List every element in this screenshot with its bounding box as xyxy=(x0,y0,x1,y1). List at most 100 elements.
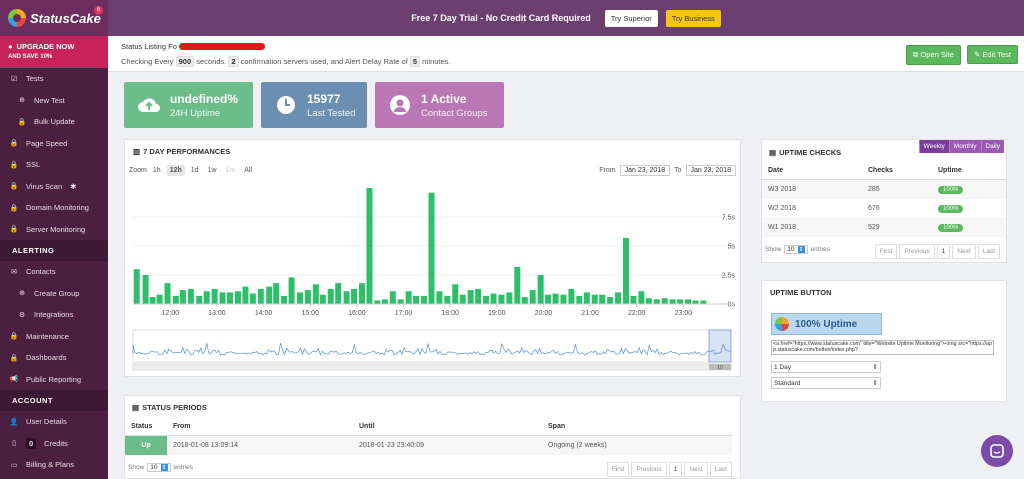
try-superior-button[interactable]: Try Superior xyxy=(604,9,658,27)
from-date-input[interactable]: Jan 23, 2018 xyxy=(619,165,671,176)
page-1-button[interactable]: 1 xyxy=(936,244,951,259)
chart-bar[interactable] xyxy=(552,293,559,304)
page-1-button[interactable]: 1 xyxy=(668,462,683,477)
chart-bar[interactable] xyxy=(467,290,474,304)
chart-bar[interactable] xyxy=(359,283,366,304)
sidebar-item-dashboards[interactable]: 🔒 Dashboards xyxy=(0,347,108,369)
chart-bar[interactable] xyxy=(312,284,319,304)
chart-bar[interactable] xyxy=(242,286,249,304)
zoom-All-button[interactable]: All xyxy=(244,167,253,174)
col-from[interactable]: From xyxy=(167,418,353,436)
chart-bar[interactable] xyxy=(436,291,443,304)
navigator-selection[interactable] xyxy=(708,329,732,363)
chart-bar[interactable] xyxy=(521,297,528,304)
chart-bar[interactable] xyxy=(428,192,435,304)
zoom-12h-button[interactable]: 12h xyxy=(166,165,185,176)
sidebar-item-new-test[interactable]: ⊕ New Test xyxy=(0,90,108,112)
chart-bar[interactable] xyxy=(459,294,466,304)
navigator-scrollbar[interactable] xyxy=(132,363,732,371)
sidebar-item-virus-scan[interactable]: 🔒 Virus Scan ✱ xyxy=(0,176,108,198)
chart-bar[interactable] xyxy=(514,266,521,304)
sidebar-item-credits[interactable]: ▯ 0 Credits xyxy=(0,433,108,455)
chart-bar[interactable] xyxy=(249,293,256,304)
chart-bar[interactable] xyxy=(669,299,676,304)
chart-bar[interactable] xyxy=(661,298,668,304)
chart-bar[interactable] xyxy=(700,300,707,304)
edit-test-button[interactable]: ✎ Edit Test xyxy=(967,45,1019,64)
notification-badge[interactable]: 6 xyxy=(94,6,103,15)
chart-bar[interactable] xyxy=(149,297,156,304)
sidebar-item-server-monitoring[interactable]: 🔒 Server Monitoring xyxy=(0,219,108,241)
col-date[interactable]: Date xyxy=(762,162,862,180)
chart-bar[interactable] xyxy=(421,295,428,304)
chart-bar[interactable] xyxy=(645,298,652,304)
chart-bar[interactable] xyxy=(366,188,373,304)
chart-bar[interactable] xyxy=(615,292,622,304)
chart-bar[interactable] xyxy=(304,290,311,304)
sidebar-item-public-reporting[interactable]: 📢 Public Reporting xyxy=(0,369,108,391)
chart-bar[interactable] xyxy=(475,288,482,304)
page-next-button[interactable]: Next xyxy=(952,244,976,259)
chart-bar[interactable] xyxy=(599,294,606,304)
page-next-button[interactable]: Next xyxy=(684,462,708,477)
chart-bar[interactable] xyxy=(227,292,234,304)
page-last-button[interactable]: Last xyxy=(977,244,1000,259)
chart-bar[interactable] xyxy=(413,295,420,304)
open-site-button[interactable]: ⧉ Open Site xyxy=(906,45,961,65)
chart-bar[interactable] xyxy=(397,299,404,304)
chart-bar[interactable] xyxy=(529,290,536,304)
col-status[interactable]: Status xyxy=(125,418,167,436)
navigator-scroll-thumb[interactable] xyxy=(709,364,731,370)
chart-bar[interactable] xyxy=(335,283,342,304)
chart-bar[interactable] xyxy=(685,299,692,304)
chart-bar[interactable] xyxy=(560,294,567,304)
zoom-1h-button[interactable]: 1h xyxy=(152,167,161,174)
sp-page-size-select[interactable]: 10 ⇕ xyxy=(147,463,171,472)
chart-bar[interactable] xyxy=(327,288,334,304)
page-first-button[interactable]: First xyxy=(606,462,630,477)
sidebar-item-maintenance[interactable]: 🔒 Maintenance xyxy=(0,326,108,348)
chart-bar[interactable] xyxy=(692,300,699,304)
tab-monthly[interactable]: Monthly xyxy=(948,140,981,153)
chart-bar[interactable] xyxy=(179,290,186,304)
chart-bar[interactable] xyxy=(653,299,660,304)
chart-bar[interactable] xyxy=(257,288,264,304)
sidebar-item-ssl[interactable]: 🔒 SSL xyxy=(0,154,108,176)
chart-bar[interactable] xyxy=(607,297,614,304)
chart-bar[interactable] xyxy=(622,237,629,304)
chart-bar[interactable] xyxy=(351,288,358,304)
sidebar-item-create-group[interactable]: ⊕ Create Group xyxy=(0,283,108,305)
col-uptime[interactable]: Uptime xyxy=(932,162,1006,180)
sidebar-item-page-speed[interactable]: 🔒 Page Speed xyxy=(0,133,108,155)
chart-bar[interactable] xyxy=(219,292,226,304)
chart-bar[interactable] xyxy=(203,291,210,304)
chart-bar[interactable] xyxy=(537,275,544,304)
tab-weekly[interactable]: Weekly xyxy=(918,140,949,153)
chart-bar[interactable] xyxy=(483,295,490,304)
chart-bar[interactable] xyxy=(196,295,203,304)
page-previous-button[interactable]: Previous xyxy=(631,462,667,477)
embed-code-textarea[interactable]: <a href="https://www.statuscake.com" tit… xyxy=(771,340,994,355)
chart-bar[interactable] xyxy=(498,294,505,304)
sidebar-item-user-details[interactable]: 👤 User Details xyxy=(0,411,108,433)
chart-bar[interactable] xyxy=(583,292,590,304)
chart-bar[interactable] xyxy=(319,294,326,304)
chart-bar[interactable] xyxy=(405,291,412,304)
chart-bar[interactable] xyxy=(156,294,163,304)
page-last-button[interactable]: Last xyxy=(709,462,732,477)
chart-bar[interactable] xyxy=(288,277,295,304)
chart-bar[interactable] xyxy=(630,295,637,304)
chart-bar[interactable] xyxy=(273,283,280,304)
chart-bar[interactable] xyxy=(187,288,194,304)
chart-bar[interactable] xyxy=(296,292,303,304)
chat-launcher-button[interactable] xyxy=(981,435,1013,467)
page-previous-button[interactable]: Previous xyxy=(899,244,935,259)
chart-bar[interactable] xyxy=(281,295,288,304)
try-business-button[interactable]: Try Business xyxy=(665,9,721,27)
chart-bar[interactable] xyxy=(638,291,645,304)
sidebar-item-contacts[interactable]: ✉ Contacts xyxy=(0,261,108,283)
chart-bar[interactable] xyxy=(591,294,598,304)
to-date-input[interactable]: Jan 23, 2018 xyxy=(685,165,736,176)
chart-bar[interactable] xyxy=(576,295,583,304)
chart-bar[interactable] xyxy=(444,295,451,304)
